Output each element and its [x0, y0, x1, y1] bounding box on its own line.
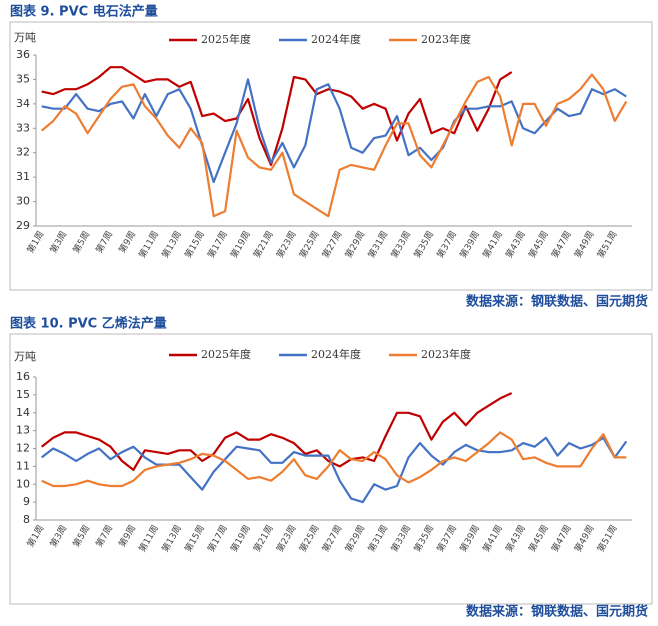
figure-caption: 图表 10. PVC 乙烯法产量 [10, 316, 167, 332]
x-tick-label: 第33周 [388, 523, 413, 555]
y-axis-label: 万吨 [14, 31, 36, 44]
y-tick-label: 32 [16, 146, 30, 159]
x-tick-label: 第45周 [526, 229, 551, 261]
x-tick-label: 第37周 [434, 523, 459, 555]
y-tick-label: 33 [16, 121, 30, 134]
y-tick-label: 14 [16, 406, 30, 419]
legend-label: 2023年度 [421, 347, 471, 361]
x-tick-label: 第5周 [70, 229, 92, 256]
series-line [41, 78, 627, 184]
y-tick-label: 8 [23, 513, 30, 526]
series-line [41, 392, 513, 471]
chart-frame [9, 21, 653, 291]
y-tick-label: 31 [16, 170, 30, 183]
x-tick-label: 第23周 [274, 229, 299, 261]
x-tick-label: 第49周 [572, 523, 597, 555]
series-line [41, 436, 628, 504]
legend-label: 2024年度 [311, 347, 361, 361]
y-tick-label: 16 [16, 370, 30, 383]
x-tick-label: 第21周 [251, 229, 276, 261]
series-line [41, 66, 513, 166]
source-note: 数据来源：钢联数据、国元期货 [466, 604, 648, 620]
y-tick-label: 34 [16, 97, 30, 110]
x-tick-label: 第3周 [47, 523, 69, 550]
x-tick-label: 第5周 [70, 523, 92, 550]
x-tick-label: 第25周 [296, 229, 321, 261]
y-tick-label: 10 [16, 477, 30, 490]
x-tick-label: 第15周 [182, 229, 207, 261]
x-tick-label: 第19周 [228, 229, 253, 261]
y-tick-label: 9 [23, 495, 30, 508]
x-tick-label: 第29周 [342, 229, 367, 261]
x-tick-label: 第13周 [159, 229, 184, 261]
x-tick-label: 第41周 [480, 229, 505, 261]
x-tick-label: 第31周 [365, 523, 390, 555]
x-tick-label: 第35周 [411, 229, 436, 261]
y-tick-label: 12 [16, 442, 30, 455]
x-tick-label: 第7周 [93, 523, 115, 550]
x-tick-label: 第19周 [228, 523, 253, 555]
x-tick-label: 第13周 [159, 523, 184, 555]
x-tick-label: 第11周 [136, 523, 161, 555]
x-tick-label: 第51周 [594, 523, 619, 555]
series-line [40, 73, 628, 218]
x-tick-label: 第45周 [526, 523, 551, 555]
x-tick-label: 第17周 [205, 229, 230, 261]
legend-label: 2025年度 [201, 347, 251, 361]
x-tick-label: 第37周 [434, 229, 459, 261]
chart-frame [9, 333, 653, 605]
x-tick-label: 第1周 [24, 229, 46, 256]
figure-caption: 图表 9. PVC 电石法产量 [10, 4, 158, 20]
x-tick-label: 第33周 [388, 229, 413, 261]
x-tick-label: 第49周 [572, 229, 597, 261]
x-tick-label: 第25周 [296, 523, 321, 555]
x-tick-label: 第35周 [411, 523, 436, 555]
x-tick-label: 第15周 [182, 523, 207, 555]
y-tick-label: 15 [16, 388, 30, 401]
y-axis-label: 万吨 [14, 350, 36, 363]
x-tick-label: 第39周 [457, 523, 482, 555]
x-tick-label: 第9周 [116, 523, 138, 550]
x-tick-label: 第29周 [342, 523, 367, 555]
y-tick-label: 30 [16, 195, 30, 208]
x-tick-label: 第9周 [116, 229, 138, 256]
y-tick-label: 11 [16, 459, 30, 472]
x-tick-label: 第27周 [319, 523, 344, 555]
y-tick-label: 35 [16, 72, 30, 85]
legend-label: 2024年度 [311, 32, 361, 46]
legend-label: 2023年度 [421, 32, 471, 46]
series-line [41, 431, 627, 488]
x-tick-label: 第43周 [503, 229, 528, 261]
legend-label: 2025年度 [201, 32, 251, 46]
x-tick-label: 第27周 [319, 229, 344, 261]
x-tick-label: 第47周 [549, 523, 574, 555]
y-tick-label: 29 [16, 219, 30, 232]
x-tick-label: 第3周 [47, 229, 69, 256]
x-tick-label: 第17周 [205, 523, 230, 555]
y-tick-label: 36 [16, 48, 30, 61]
x-tick-label: 第11周 [136, 229, 161, 261]
x-tick-label: 第1周 [24, 523, 46, 550]
x-tick-label: 第21周 [251, 523, 276, 555]
y-tick-label: 13 [16, 424, 30, 437]
source-note: 数据来源：钢联数据、国元期货 [466, 294, 648, 310]
x-tick-label: 第47周 [549, 229, 574, 261]
x-tick-label: 第31周 [365, 229, 390, 261]
x-tick-label: 第41周 [480, 523, 505, 555]
x-tick-label: 第7周 [93, 229, 115, 256]
x-tick-label: 第51周 [594, 229, 619, 261]
x-tick-label: 第39周 [457, 229, 482, 261]
x-tick-label: 第23周 [274, 523, 299, 555]
x-tick-label: 第43周 [503, 523, 528, 555]
